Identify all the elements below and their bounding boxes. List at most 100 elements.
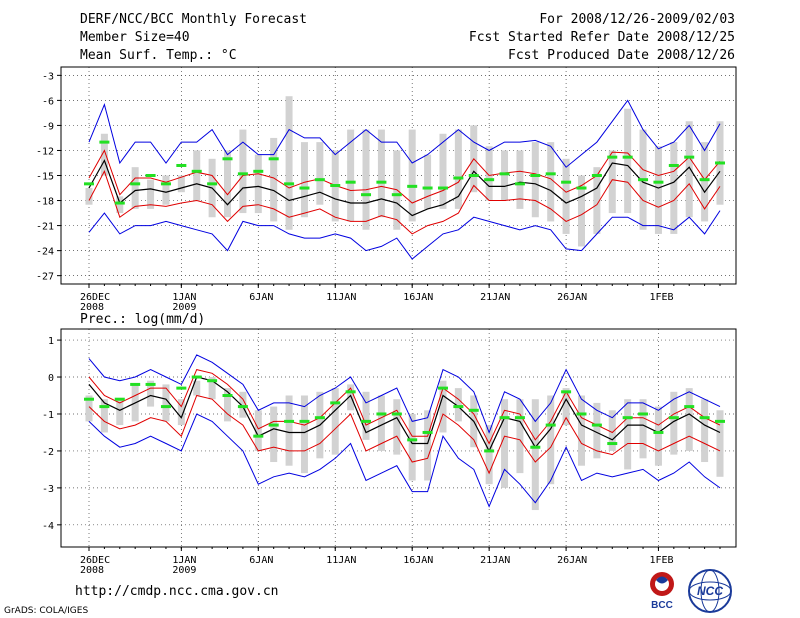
p1-range-bar xyxy=(254,154,262,214)
p1-member-mark xyxy=(284,182,295,186)
p1-member-mark xyxy=(622,155,633,159)
p1-member-mark xyxy=(653,180,664,184)
p2-range-bar xyxy=(408,413,416,481)
p1-range-bar xyxy=(270,137,278,222)
p2-range-bar xyxy=(177,399,185,426)
p2-xtick-label: 26JAN xyxy=(557,555,587,566)
p2-range-bar xyxy=(547,395,555,485)
p2-range-bar xyxy=(147,380,155,407)
ncc-logo: NCC xyxy=(688,569,732,613)
p2-max-line xyxy=(88,354,721,434)
p1-range-bar xyxy=(177,175,185,193)
p1-ytick-label: -6 xyxy=(42,96,54,107)
p2-range-bar xyxy=(208,377,216,400)
p2-member-mark xyxy=(484,449,495,453)
p2-range-bar xyxy=(501,399,509,488)
p1-member-mark xyxy=(160,182,171,186)
p1-member-mark xyxy=(345,180,356,184)
p2-member-mark xyxy=(207,379,218,383)
p1-std-upper-line xyxy=(88,149,721,204)
p2-member-mark xyxy=(99,405,110,409)
p1-member-mark xyxy=(407,184,418,188)
p1-xtick-label: 2008 xyxy=(80,302,104,313)
p1-range-bar xyxy=(424,154,432,209)
p1-ytick-label: -12 xyxy=(36,146,54,157)
p1-range-bar xyxy=(147,179,155,209)
p2-member-mark xyxy=(130,382,141,386)
p2-member-mark xyxy=(314,416,325,420)
p2-member-mark xyxy=(407,438,418,442)
p2-xtick-label: 6JAN xyxy=(249,555,273,566)
p1-member-mark xyxy=(376,180,387,184)
p2-range-bar xyxy=(239,391,247,418)
p1-member-mark xyxy=(391,193,402,197)
p2-member-mark xyxy=(576,412,587,416)
p2-member-mark xyxy=(84,397,94,401)
p1-ytick-label: -15 xyxy=(36,172,54,183)
p2-member-mark xyxy=(514,416,525,420)
p2-range-bar xyxy=(516,399,524,474)
p1-member-mark xyxy=(545,172,556,176)
precip-panel-title: Prec.: log(mm/d) xyxy=(80,312,205,327)
p1-member-mark xyxy=(514,182,525,186)
p2-member-mark xyxy=(330,401,341,405)
p2-range-bar xyxy=(654,406,662,466)
p2-member-mark xyxy=(530,445,541,449)
p2-member-mark xyxy=(545,423,556,427)
p2-member-mark xyxy=(437,386,448,390)
p1-min-line xyxy=(88,210,721,260)
p1-ytick-label: -24 xyxy=(36,247,54,258)
p1-member-mark xyxy=(330,184,341,188)
grads-credit: GrADS: COLA/IGES xyxy=(4,606,89,616)
p1-member-mark xyxy=(668,163,679,167)
p2-range-bar xyxy=(670,391,678,455)
p1-member-mark xyxy=(422,186,433,190)
p2-range-bar xyxy=(685,388,693,451)
p1-member-mark xyxy=(499,172,510,176)
p1-range-bar xyxy=(116,196,124,214)
p2-member-mark xyxy=(468,408,479,412)
p2-frame xyxy=(60,328,737,548)
p2-range-bar xyxy=(254,410,262,451)
p2-range-bar xyxy=(331,388,339,455)
p2-member-mark xyxy=(653,430,664,434)
p2-xtick-label: 2009 xyxy=(172,565,196,576)
p1-member-mark xyxy=(576,186,587,190)
p1-xtick-label: 16JAN xyxy=(403,292,433,303)
p2-range-bar xyxy=(347,384,355,411)
p1-range-bar xyxy=(100,133,108,176)
p2-member-mark xyxy=(699,416,710,420)
p2-std-lower-line xyxy=(88,394,721,475)
p1-member-mark xyxy=(176,163,187,167)
p1-std-lower-line xyxy=(88,170,721,235)
p1-max-line xyxy=(88,99,721,168)
p1-range-bar xyxy=(654,146,662,234)
p2-range-bar xyxy=(162,384,170,422)
p2-ytick-label: 0 xyxy=(48,373,54,384)
p1-member-mark xyxy=(99,140,110,144)
p1-range-bar xyxy=(85,188,93,205)
p2-member-mark xyxy=(591,423,602,427)
p1-member-mark xyxy=(314,178,325,182)
p1-member-mark xyxy=(84,182,94,186)
p1-range-bar xyxy=(162,175,170,205)
p2-ytick-label: 1 xyxy=(48,336,54,347)
p1-range-bar xyxy=(608,150,616,214)
footer-url[interactable]: http://cmdp.ncc.cma.gov.cn xyxy=(75,584,279,599)
p2-range-bar xyxy=(608,410,616,451)
p2-range-bar xyxy=(639,399,647,459)
p1-range-bar xyxy=(377,129,385,218)
p2-member-mark xyxy=(361,419,372,423)
p1-member-mark xyxy=(530,174,541,177)
p2-member-mark xyxy=(453,405,464,409)
p2-mean-line xyxy=(88,376,721,453)
p2-range-bar xyxy=(300,395,308,474)
p1-range-bar xyxy=(701,142,709,222)
p1-xtick-label: 2009 xyxy=(172,302,196,313)
p1-range-bar xyxy=(362,129,370,230)
p1-xtick-label: 1FEB xyxy=(649,292,673,303)
p1-member-mark xyxy=(607,155,618,159)
p2-member-mark xyxy=(376,412,387,416)
p2-member-mark xyxy=(114,397,125,401)
p1-range-bar xyxy=(285,96,293,230)
